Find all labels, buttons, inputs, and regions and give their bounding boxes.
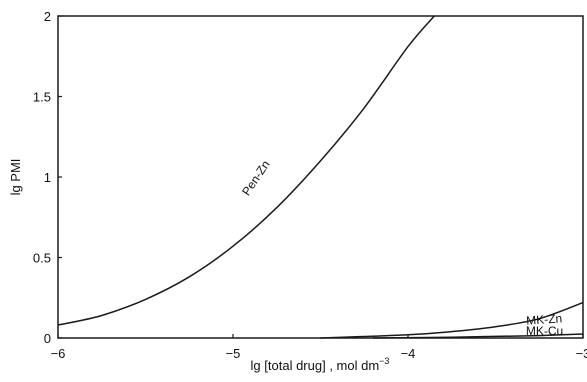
plot-frame <box>57 15 584 339</box>
x-axis-ticks: −6 −5 −4 −3 <box>51 334 587 361</box>
curve-pen-zn <box>57 15 435 326</box>
x-axis-title-superscript: −3 <box>379 356 389 366</box>
y-tick-label: 1 <box>44 170 51 185</box>
curves <box>57 15 584 339</box>
curve-mk-cu <box>372 333 584 339</box>
curve-label-mk-zn: MK-Zn <box>526 311 563 327</box>
y-axis-title: lg PMI <box>8 159 23 196</box>
x-tick-label: −6 <box>51 346 66 361</box>
y-axis-ticks: 0 0.5 1 1.5 2 <box>33 9 62 346</box>
y-tick-label: 1.5 <box>33 90 51 105</box>
x-axis-title: lg [total drug] , mol dm−3 <box>251 356 390 373</box>
x-axis-title-main: lg [total drug] , mol dm <box>251 358 380 373</box>
curve-mk-zn <box>320 301 584 339</box>
curve-label-mk-cu: MK-Cu <box>526 324 563 338</box>
y-tick-label: 2 <box>44 9 51 24</box>
x-tick-label: −4 <box>401 346 416 361</box>
x-tick-label: −5 <box>226 346 241 361</box>
y-tick-label: 0.5 <box>33 251 51 266</box>
curve-label-pen-zn: Pen-Zn <box>239 158 273 198</box>
x-tick-label: −3 <box>576 346 587 361</box>
y-tick-label: 0 <box>44 331 51 346</box>
